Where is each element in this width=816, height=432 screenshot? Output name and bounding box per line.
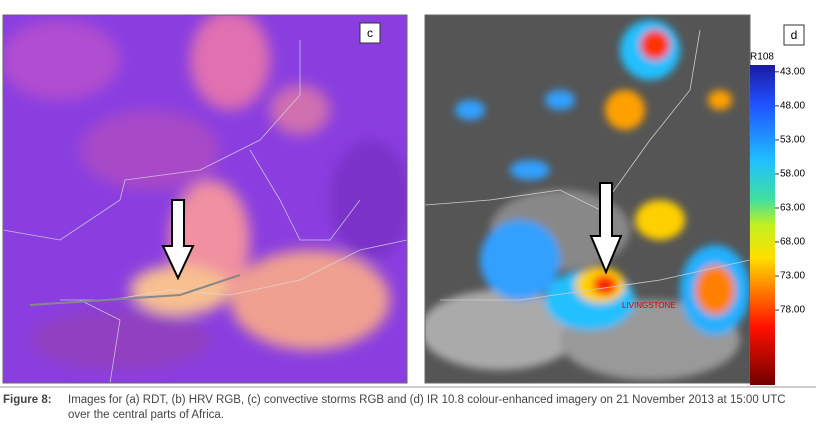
panel-c-frame xyxy=(2,14,408,384)
colorbar-tick-label: 43.00 xyxy=(780,66,805,77)
colorbar-tick-label: 73.00 xyxy=(780,271,805,282)
colorbar-tick-label: 63.00 xyxy=(780,203,805,214)
colorbar-tick-label: 48.00 xyxy=(780,100,805,111)
arrow xyxy=(589,182,623,275)
colorbar-tick-label: 78.00 xyxy=(780,305,805,316)
figure: c LIVINGSTONE d R1 xyxy=(0,14,816,388)
colorbar xyxy=(750,65,775,385)
colorbar-title: R108 xyxy=(750,52,774,63)
map-label: LIVINGSTONE xyxy=(622,301,676,310)
panel-d-image xyxy=(425,15,750,383)
colorbar-tick-label: 58.00 xyxy=(780,169,805,180)
caption-text: Images for (a) RDT, (b) HRV RGB, (c) con… xyxy=(68,394,786,421)
panel-label-box xyxy=(359,22,381,44)
arrow xyxy=(161,199,195,281)
panel-c-image xyxy=(3,15,407,383)
panel-label: c xyxy=(367,26,373,40)
caption-number: Figure 8: xyxy=(3,394,52,406)
panel-label: d xyxy=(791,28,798,42)
colorbar-tick-label: 53.00 xyxy=(780,135,805,146)
panel-label-box xyxy=(783,24,805,46)
colorbar-tick-label: 68.00 xyxy=(780,237,805,248)
